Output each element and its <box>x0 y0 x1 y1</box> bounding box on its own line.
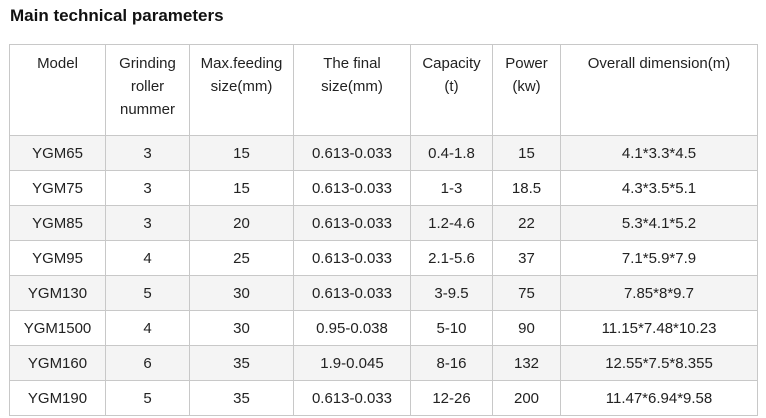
cell-roller-number: 5 <box>105 275 190 311</box>
table-row: YGM65 3 15 0.613-0.033 0.4-1.8 15 4.1*3.… <box>9 135 758 171</box>
cell-model: YGM160 <box>9 345 106 381</box>
cell-model: YGM75 <box>9 170 106 206</box>
cell-max-feeding-size: 25 <box>189 240 294 276</box>
cell-capacity: 12-26 <box>410 380 493 416</box>
table-row: YGM85 3 20 0.613-0.033 1.2-4.6 22 5.3*4.… <box>9 205 758 241</box>
cell-capacity: 1.2-4.6 <box>410 205 493 241</box>
cell-roller-number: 3 <box>105 135 190 171</box>
cell-capacity: 5-10 <box>410 310 493 346</box>
cell-power: 15 <box>492 135 561 171</box>
cell-power: 18.5 <box>492 170 561 206</box>
cell-overall-dimension: 5.3*4.1*5.2 <box>560 205 758 241</box>
cell-power: 75 <box>492 275 561 311</box>
table-row: YGM75 3 15 0.613-0.033 1-3 18.5 4.3*3.5*… <box>9 170 758 206</box>
cell-roller-number: 4 <box>105 240 190 276</box>
header-power: Power (kw) <box>492 44 561 136</box>
cell-overall-dimension: 4.1*3.3*4.5 <box>560 135 758 171</box>
cell-max-feeding-size: 15 <box>189 135 294 171</box>
cell-final-size: 0.613-0.033 <box>293 380 411 416</box>
cell-capacity: 1-3 <box>410 170 493 206</box>
cell-max-feeding-size: 35 <box>189 345 294 381</box>
cell-capacity: 8-16 <box>410 345 493 381</box>
header-row: Model Grinding roller nummer Max.feeding… <box>9 44 758 136</box>
cell-roller-number: 4 <box>105 310 190 346</box>
header-final-size: The final size(mm) <box>293 44 411 136</box>
technical-parameters-table: Model Grinding roller nummer Max.feeding… <box>9 44 758 416</box>
cell-final-size: 0.613-0.033 <box>293 135 411 171</box>
cell-final-size: 0.613-0.033 <box>293 205 411 241</box>
table-header: Model Grinding roller nummer Max.feeding… <box>9 44 758 136</box>
cell-power: 90 <box>492 310 561 346</box>
header-capacity: Capacity (t) <box>410 44 493 136</box>
cell-max-feeding-size: 35 <box>189 380 294 416</box>
cell-final-size: 0.613-0.033 <box>293 275 411 311</box>
cell-max-feeding-size: 15 <box>189 170 294 206</box>
table-row: YGM190 5 35 0.613-0.033 12-26 200 11.47*… <box>9 380 758 416</box>
cell-model: YGM65 <box>9 135 106 171</box>
cell-model: YGM1500 <box>9 310 106 346</box>
cell-final-size: 0.613-0.033 <box>293 170 411 206</box>
cell-overall-dimension: 7.1*5.9*7.9 <box>560 240 758 276</box>
cell-roller-number: 5 <box>105 380 190 416</box>
cell-overall-dimension: 11.47*6.94*9.58 <box>560 380 758 416</box>
cell-roller-number: 6 <box>105 345 190 381</box>
cell-capacity: 0.4-1.8 <box>410 135 493 171</box>
cell-roller-number: 3 <box>105 205 190 241</box>
table-body: YGM65 3 15 0.613-0.033 0.4-1.8 15 4.1*3.… <box>9 135 758 416</box>
cell-max-feeding-size: 20 <box>189 205 294 241</box>
table-row: YGM160 6 35 1.9-0.045 8-16 132 12.55*7.5… <box>9 345 758 381</box>
table-row: YGM95 4 25 0.613-0.033 2.1-5.6 37 7.1*5.… <box>9 240 758 276</box>
cell-overall-dimension: 11.15*7.48*10.23 <box>560 310 758 346</box>
cell-max-feeding-size: 30 <box>189 310 294 346</box>
header-overall-dimension: Overall dimension(m) <box>560 44 758 136</box>
cell-overall-dimension: 7.85*8*9.7 <box>560 275 758 311</box>
cell-model: YGM190 <box>9 380 106 416</box>
page-title: Main technical parameters <box>10 6 224 25</box>
table-row: YGM1500 4 30 0.95-0.038 5-10 90 11.15*7.… <box>9 310 758 346</box>
header-max-feeding-size: Max.feeding size(mm) <box>189 44 294 136</box>
table-row: YGM130 5 30 0.613-0.033 3-9.5 75 7.85*8*… <box>9 275 758 311</box>
cell-power: 132 <box>492 345 561 381</box>
cell-power: 22 <box>492 205 561 241</box>
cell-overall-dimension: 12.55*7.5*8.355 <box>560 345 758 381</box>
cell-overall-dimension: 4.3*3.5*5.1 <box>560 170 758 206</box>
cell-power: 200 <box>492 380 561 416</box>
cell-max-feeding-size: 30 <box>189 275 294 311</box>
cell-final-size: 0.613-0.033 <box>293 240 411 276</box>
header-grinding-roller-number: Grinding roller nummer <box>105 44 190 136</box>
cell-model: YGM130 <box>9 275 106 311</box>
cell-roller-number: 3 <box>105 170 190 206</box>
cell-power: 37 <box>492 240 561 276</box>
cell-final-size: 1.9-0.045 <box>293 345 411 381</box>
cell-model: YGM95 <box>9 240 106 276</box>
cell-final-size: 0.95-0.038 <box>293 310 411 346</box>
cell-capacity: 2.1-5.6 <box>410 240 493 276</box>
cell-model: YGM85 <box>9 205 106 241</box>
header-model: Model <box>9 44 106 136</box>
cell-capacity: 3-9.5 <box>410 275 493 311</box>
